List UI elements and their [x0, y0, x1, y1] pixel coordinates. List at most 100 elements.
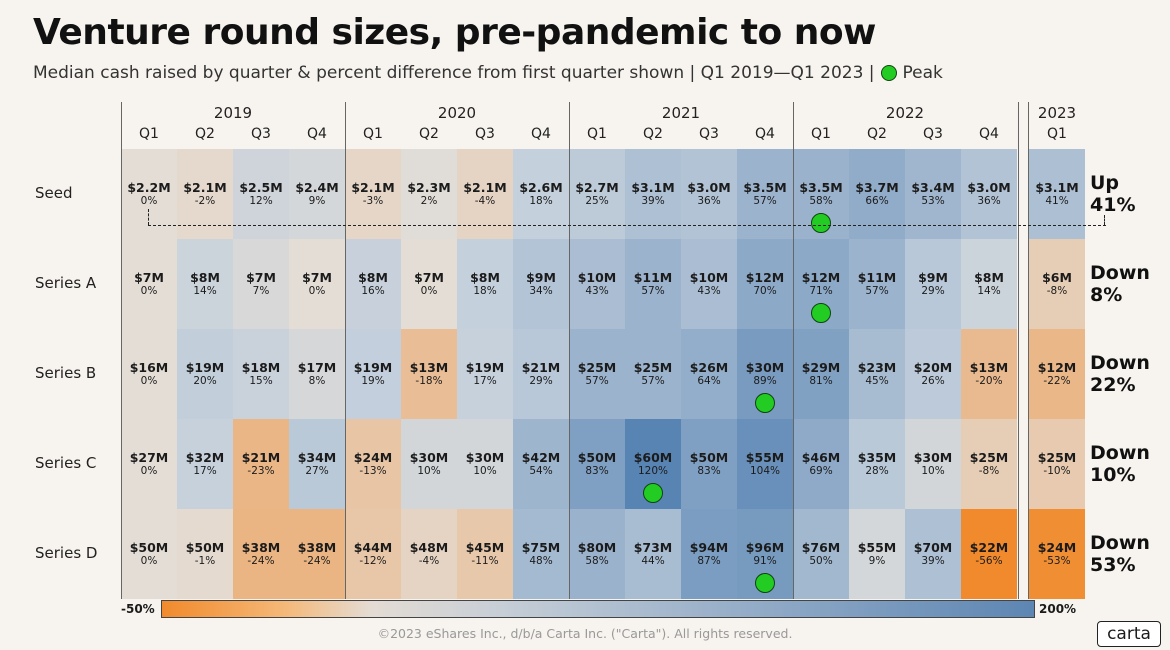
- cell-percent: 18%: [473, 285, 497, 297]
- heatmap-cell: $38M -24%: [289, 509, 345, 599]
- heatmap-cell: $6M -8%: [1029, 239, 1085, 329]
- cell-percent: 19%: [361, 375, 385, 387]
- quarter-label: Q4: [755, 126, 775, 142]
- heatmap-cell: $50M 83%: [681, 419, 737, 509]
- cell-percent: 43%: [585, 285, 609, 297]
- heatmap-cell: $10M 43%: [569, 239, 625, 329]
- row-summary: Down 22%: [1090, 352, 1150, 396]
- cell-percent: 66%: [865, 195, 889, 207]
- row-label: Series B: [35, 364, 97, 382]
- cell-value: $10M: [689, 270, 729, 285]
- cell-value: $94M: [689, 540, 729, 555]
- cell-percent: 87%: [697, 555, 721, 567]
- cell-value: $55M: [745, 450, 785, 465]
- year-label: 2020: [437, 104, 477, 122]
- cell-percent: 64%: [697, 375, 721, 387]
- peak-marker: [755, 393, 775, 413]
- heatmap-cell: $46M 69%: [793, 419, 849, 509]
- heatmap-cell: $7M 0%: [401, 239, 457, 329]
- cell-percent: 14%: [193, 285, 217, 297]
- cell-percent: -1%: [194, 555, 216, 567]
- heatmap-cell: $2.7M 25%: [569, 149, 625, 239]
- cell-percent: -24%: [247, 555, 275, 567]
- cell-percent: -24%: [303, 555, 331, 567]
- cell-value: $80M: [577, 540, 617, 555]
- heatmap-cell: $38M -24%: [233, 509, 289, 599]
- cell-value: $2.5M: [239, 180, 283, 195]
- cell-value: $75M: [521, 540, 561, 555]
- heatmap-cell: $8M 14%: [961, 239, 1017, 329]
- heatmap-cell: $18M 15%: [233, 329, 289, 419]
- heatmap-cell: $50M 83%: [569, 419, 625, 509]
- heatmap-cell: $44M -12%: [345, 509, 401, 599]
- cell-value: $2.4M: [295, 180, 339, 195]
- quarter-label: Q1: [811, 126, 831, 142]
- cell-value: $8M: [470, 270, 500, 285]
- cell-percent: 50%: [809, 555, 833, 567]
- heatmap-cell: $12M 70%: [737, 239, 793, 329]
- year-separator: [1028, 102, 1029, 599]
- row-label: Series C: [35, 454, 97, 472]
- heatmap-cell: $21M 29%: [513, 329, 569, 419]
- heatmap-cell: $16M 0%: [121, 329, 177, 419]
- peak-legend-icon: [880, 65, 897, 81]
- heatmap-cell: $34M 27%: [289, 419, 345, 509]
- cell-value: $18M: [241, 360, 281, 375]
- cell-value: $21M: [521, 360, 561, 375]
- cell-value: $46M: [801, 450, 841, 465]
- cell-percent: -11%: [471, 555, 499, 567]
- cell-percent: -13%: [359, 465, 387, 477]
- heatmap-cell: $12M -22%: [1029, 329, 1085, 419]
- cell-value: $19M: [465, 360, 505, 375]
- cell-value: $27M: [129, 450, 169, 465]
- cell-percent: 57%: [641, 375, 665, 387]
- cell-percent: 10%: [921, 465, 945, 477]
- year-separator: [569, 102, 570, 599]
- cell-percent: 14%: [977, 285, 1001, 297]
- heatmap-cell: $8M 14%: [177, 239, 233, 329]
- cell-value: $96M: [745, 540, 785, 555]
- cell-percent: -4%: [474, 195, 496, 207]
- cell-percent: 8%: [308, 375, 326, 387]
- cell-percent: 28%: [865, 465, 889, 477]
- cell-value: $35M: [857, 450, 897, 465]
- cell-percent: 83%: [585, 465, 609, 477]
- chart-title: Venture round sizes, pre-pandemic to now: [33, 12, 876, 53]
- cell-value: $2.1M: [183, 180, 227, 195]
- heatmap-cell: $19M 17%: [457, 329, 513, 419]
- cell-percent: 0%: [140, 195, 158, 207]
- cell-percent: -22%: [1043, 375, 1071, 387]
- peak-marker: [811, 303, 831, 323]
- cell-value: $8M: [190, 270, 220, 285]
- heatmap-cell: $73M 44%: [625, 509, 681, 599]
- cell-value: $44M: [353, 540, 393, 555]
- heatmap-cell: $25M -10%: [1029, 419, 1085, 509]
- cell-percent: -23%: [247, 465, 275, 477]
- row-label: Seed: [35, 184, 73, 202]
- heatmap-cell: $3.4M 53%: [905, 149, 961, 239]
- heatmap-cell: $3.7M 66%: [849, 149, 905, 239]
- cell-value: $50M: [185, 540, 225, 555]
- cell-percent: 12%: [249, 195, 273, 207]
- cell-percent: 27%: [305, 465, 329, 477]
- heatmap-cell: $27M 0%: [121, 419, 177, 509]
- quarter-label: Q3: [475, 126, 495, 142]
- cell-percent: 70%: [753, 285, 777, 297]
- cell-percent: -12%: [359, 555, 387, 567]
- row-summary: Up 41%: [1090, 172, 1136, 216]
- cell-percent: 54%: [529, 465, 553, 477]
- quarter-label: Q2: [643, 126, 663, 142]
- cell-percent: 39%: [921, 555, 945, 567]
- cell-value: $25M: [969, 450, 1009, 465]
- cell-value: $3.4M: [911, 180, 955, 195]
- heatmap-cell: $2.5M 12%: [233, 149, 289, 239]
- cell-percent: 53%: [921, 195, 945, 207]
- seed-reference-line: [148, 225, 1106, 226]
- cell-value: $30M: [409, 450, 449, 465]
- cell-value: $9M: [526, 270, 556, 285]
- heatmap-cell: $94M 87%: [681, 509, 737, 599]
- heatmap-cell: $11M 57%: [849, 239, 905, 329]
- chart-subtitle: Median cash raised by quarter & percent …: [33, 63, 943, 83]
- heatmap-cell: $22M -56%: [961, 509, 1017, 599]
- cell-value: $24M: [1037, 540, 1077, 555]
